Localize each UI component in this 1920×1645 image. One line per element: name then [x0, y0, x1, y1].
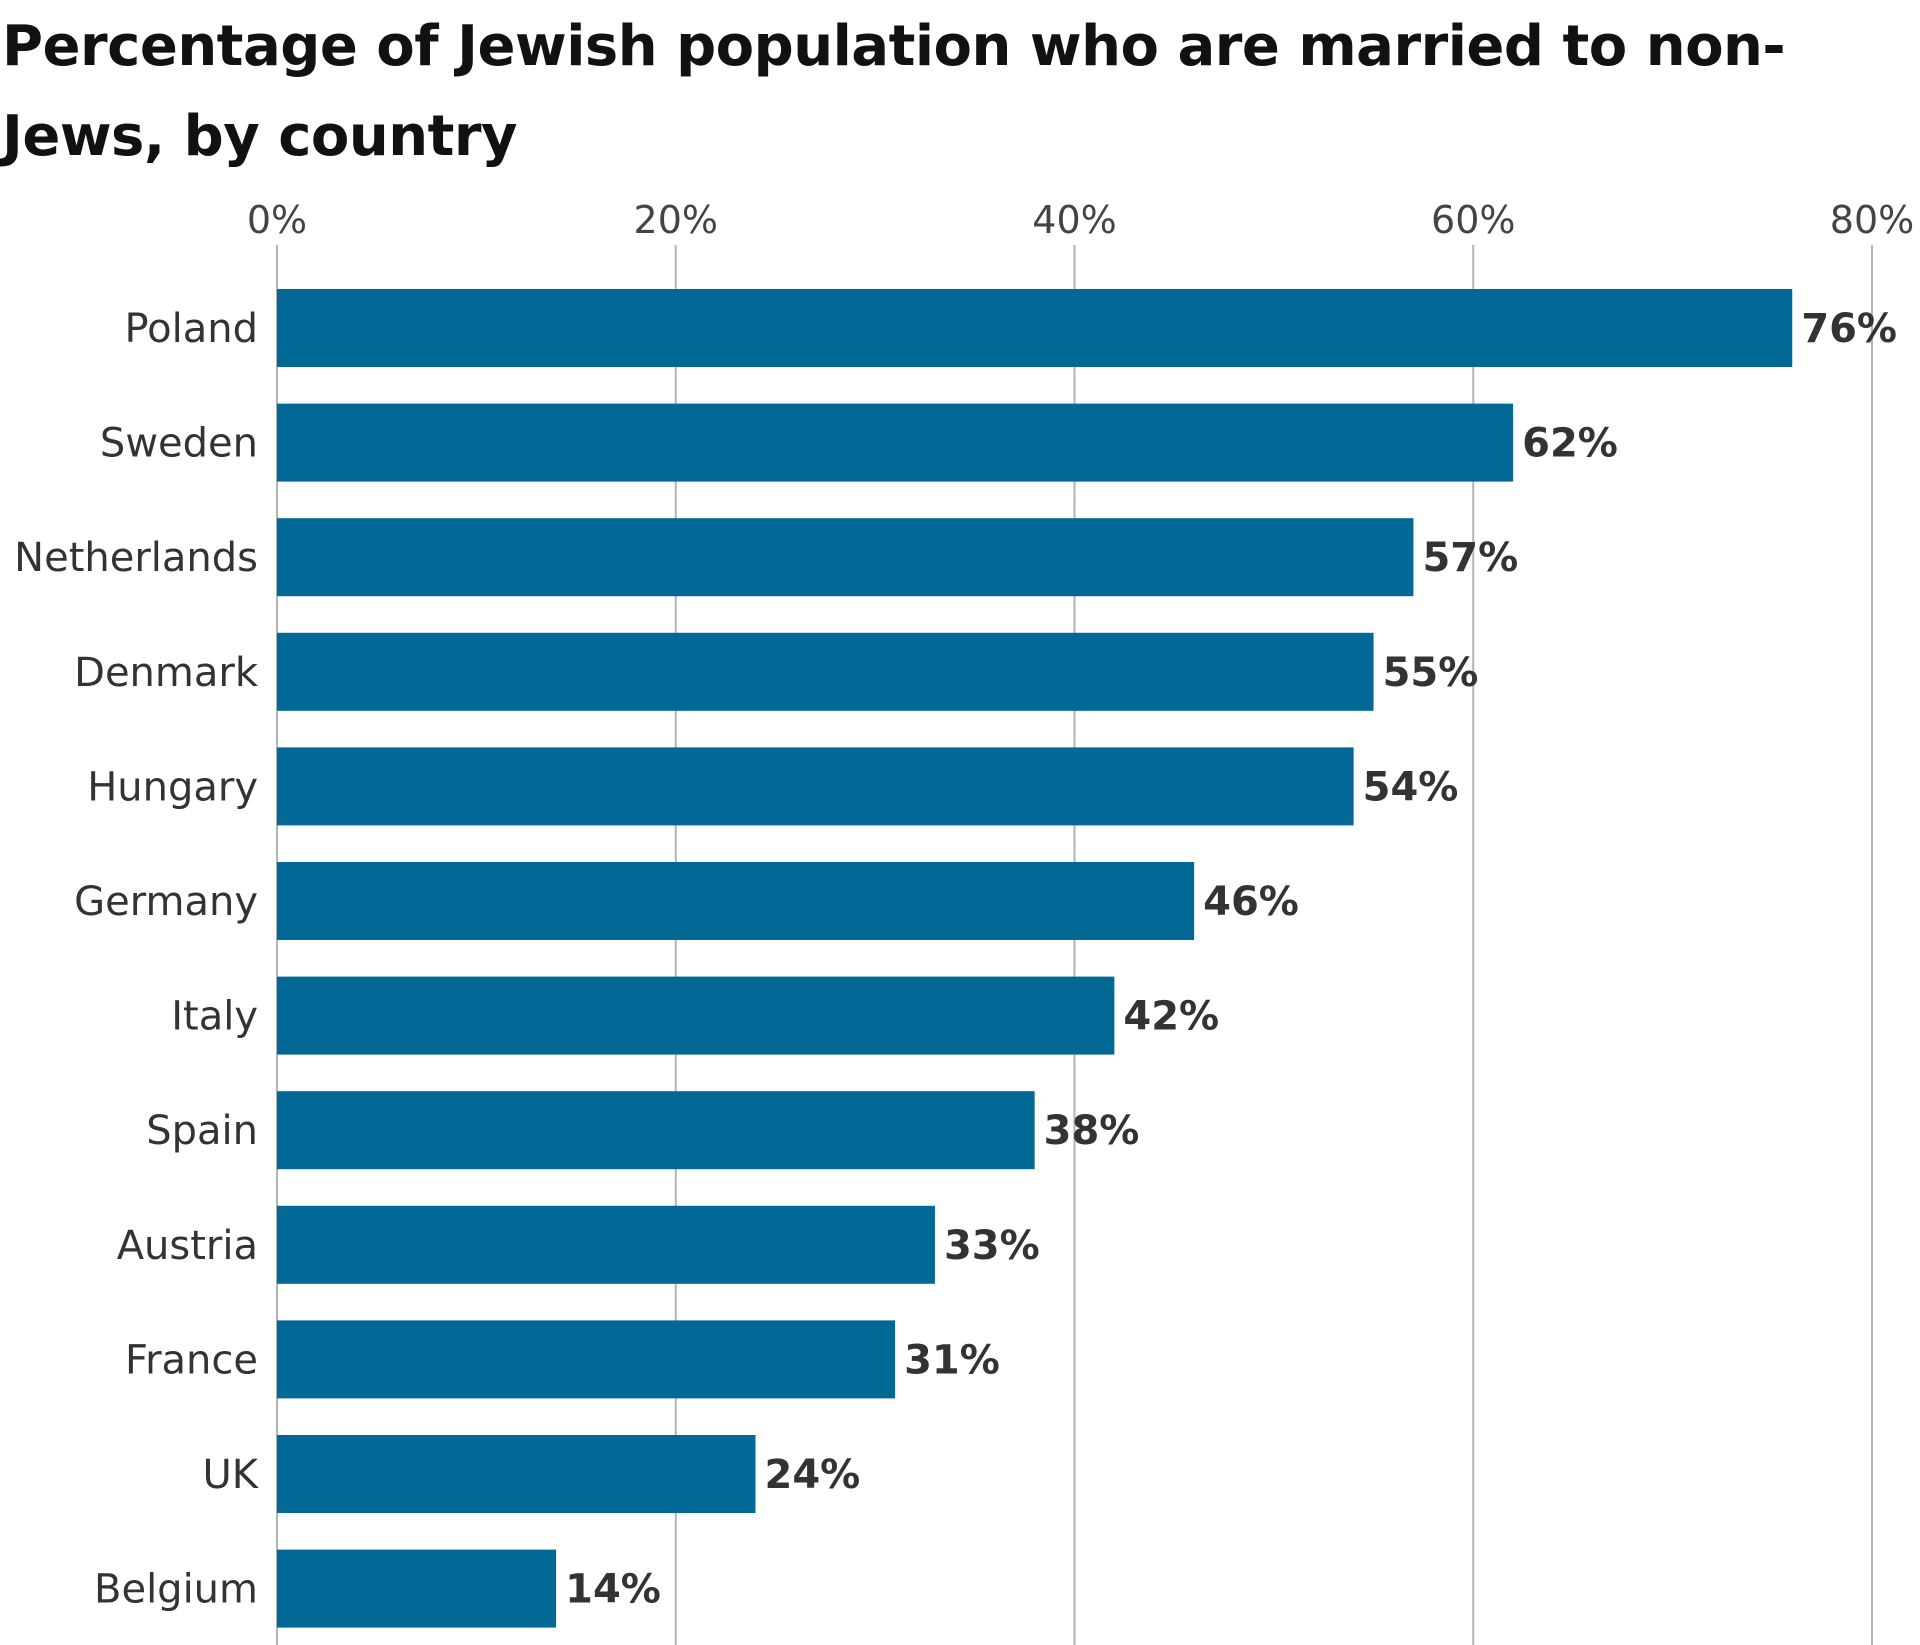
x-axis-ticks: 0% 20% 40% 60% 80%: [247, 198, 1914, 242]
data-label: 54%: [1363, 764, 1459, 810]
category-label: Italy: [171, 994, 258, 1040]
data-label: 57%: [1422, 535, 1518, 581]
bar-poland: [277, 289, 1793, 367]
data-label: 33%: [944, 1223, 1040, 1269]
category-label: Spain: [146, 1108, 258, 1154]
x-tick-label: 40%: [1032, 198, 1116, 242]
bar-netherlands: [277, 518, 1414, 597]
data-label: 55%: [1383, 650, 1479, 696]
bars: [277, 289, 1793, 1628]
data-label: 42%: [1123, 994, 1219, 1040]
data-label: 24%: [765, 1452, 861, 1498]
category-label: Germany: [74, 879, 258, 925]
bar-denmark: [277, 632, 1374, 711]
chart-title: Percentage of Jewish population who are …: [2, 14, 1786, 169]
bar-austria: [277, 1205, 935, 1284]
data-label: 46%: [1203, 879, 1299, 925]
category-label: Austria: [117, 1223, 258, 1269]
x-tick-label: 20%: [634, 198, 718, 242]
data-label: 14%: [565, 1567, 661, 1613]
category-label: France: [125, 1337, 258, 1383]
bar-spain: [277, 1091, 1035, 1170]
data-labels: 76% 62% 57% 55% 54% 46% 42% 38% 33% 31% 24% 14%: [565, 306, 1897, 1613]
x-tick-label: 0%: [247, 198, 307, 242]
bar-belgium: [277, 1549, 557, 1628]
category-labels: Poland Sweden Netherlands Denmark Hungary Ger…: [14, 306, 260, 1613]
data-label: 62%: [1522, 421, 1618, 467]
bar-germany: [277, 862, 1195, 940]
category-label: Poland: [124, 306, 258, 352]
category-label: UK: [202, 1452, 259, 1498]
bar-uk: [277, 1435, 756, 1513]
x-tick-label: 60%: [1431, 198, 1515, 242]
data-label: 76%: [1801, 306, 1897, 352]
x-tick-label: 80%: [1830, 198, 1914, 242]
category-label: Netherlands: [14, 535, 258, 581]
category-label: Belgium: [94, 1567, 258, 1613]
category-label: Hungary: [87, 764, 258, 810]
data-label: 31%: [904, 1337, 1000, 1383]
bar-italy: [277, 976, 1115, 1055]
bar-france: [277, 1320, 896, 1399]
category-label: Sweden: [100, 421, 258, 467]
bar-hungary: [277, 747, 1354, 826]
bar-sweden: [277, 403, 1514, 482]
data-label: 38%: [1044, 1108, 1140, 1154]
category-label: Denmark: [74, 650, 259, 696]
